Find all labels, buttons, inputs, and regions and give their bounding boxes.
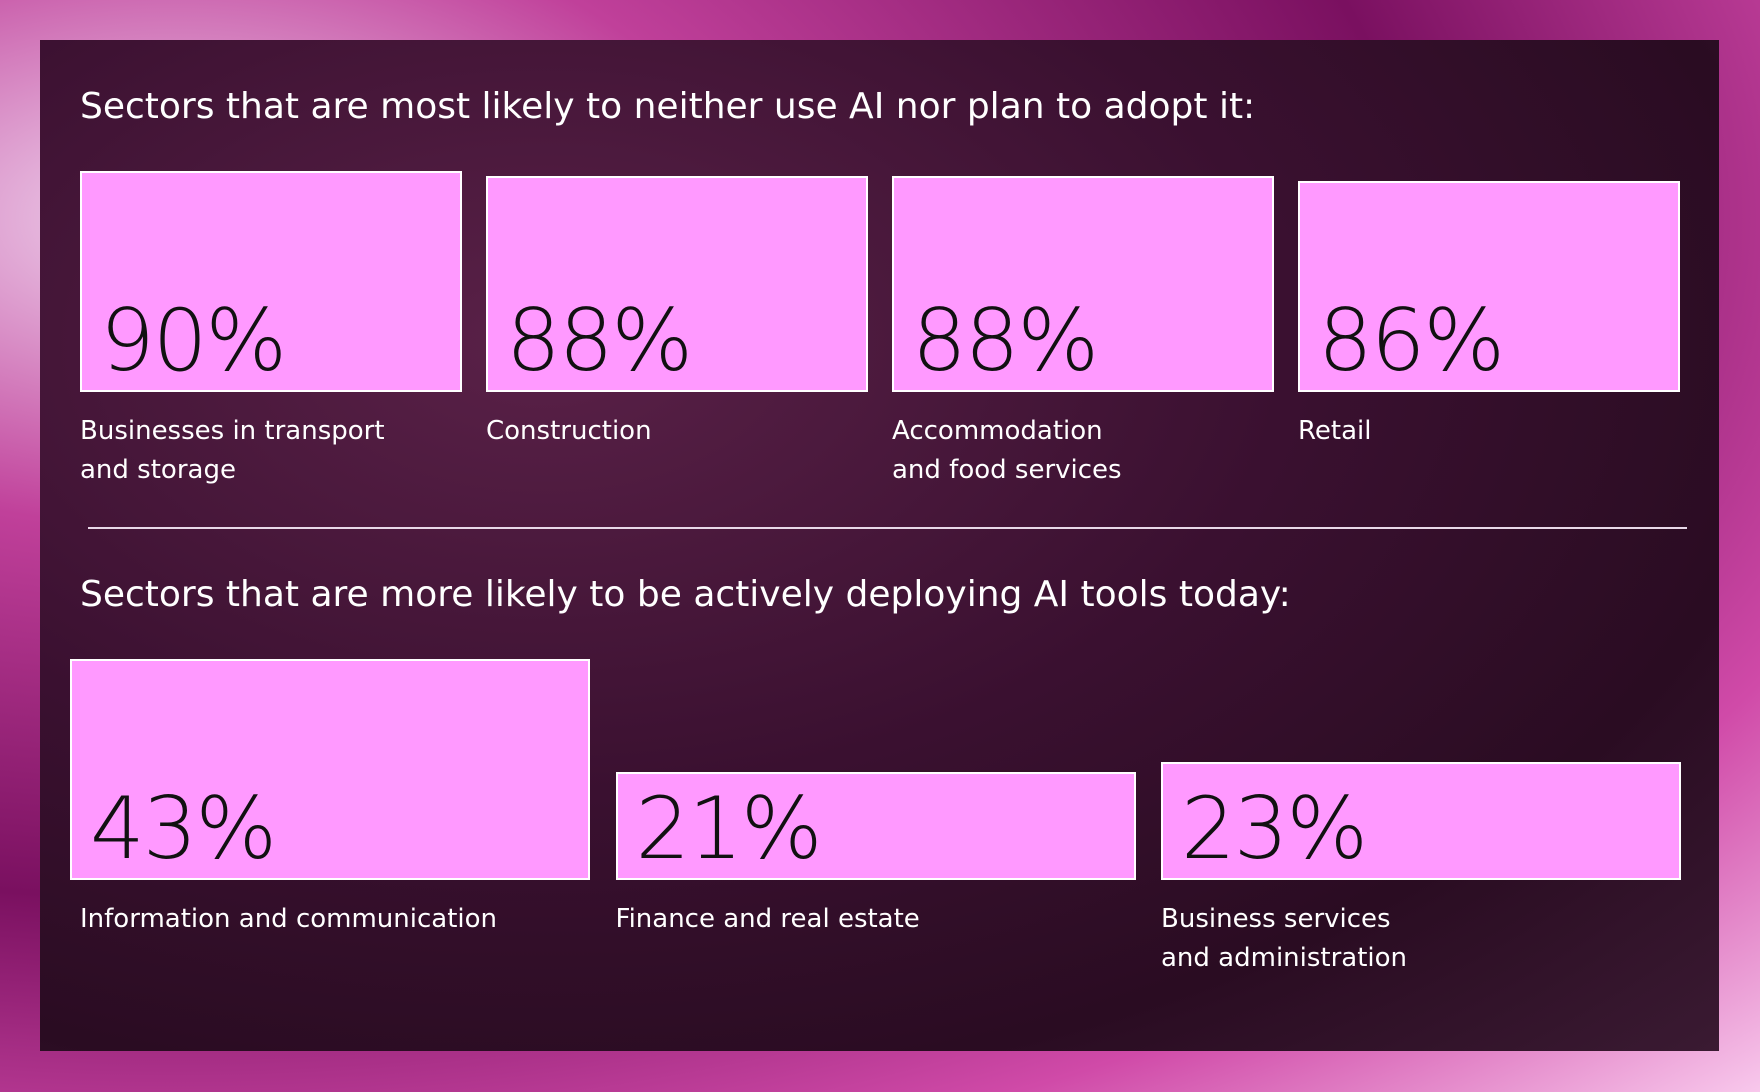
chart-title: Sectors that are most likely to neither … <box>80 86 1256 127</box>
value-label: 86% <box>1318 291 1505 391</box>
category-label: Business services and administration <box>1161 904 1408 973</box>
bar <box>892 175 1274 392</box>
bar <box>70 659 590 880</box>
category-label: Information and communication <box>80 904 498 934</box>
divider <box>88 527 1687 529</box>
value-label: 88% <box>912 291 1099 391</box>
chart-title: Sectors that are more likely to be activ… <box>80 574 1291 615</box>
category-label: Businesses in transport and storage <box>80 416 385 485</box>
value-label: 43% <box>90 779 277 879</box>
bar <box>486 175 868 392</box>
value-label: 88% <box>506 291 693 391</box>
value-label: 21% <box>635 779 823 879</box>
bar <box>1161 761 1681 880</box>
value-label: 90% <box>100 291 287 391</box>
bar <box>80 171 462 392</box>
bar <box>615 772 1136 880</box>
bar <box>1298 180 1680 392</box>
category-label: Accommodation and food services <box>892 416 1122 485</box>
category-label: Retail <box>1298 416 1372 446</box>
category-label: Finance and real estate <box>615 904 920 934</box>
category-label: Construction <box>486 416 652 446</box>
value-label: 23% <box>1181 779 1368 879</box>
